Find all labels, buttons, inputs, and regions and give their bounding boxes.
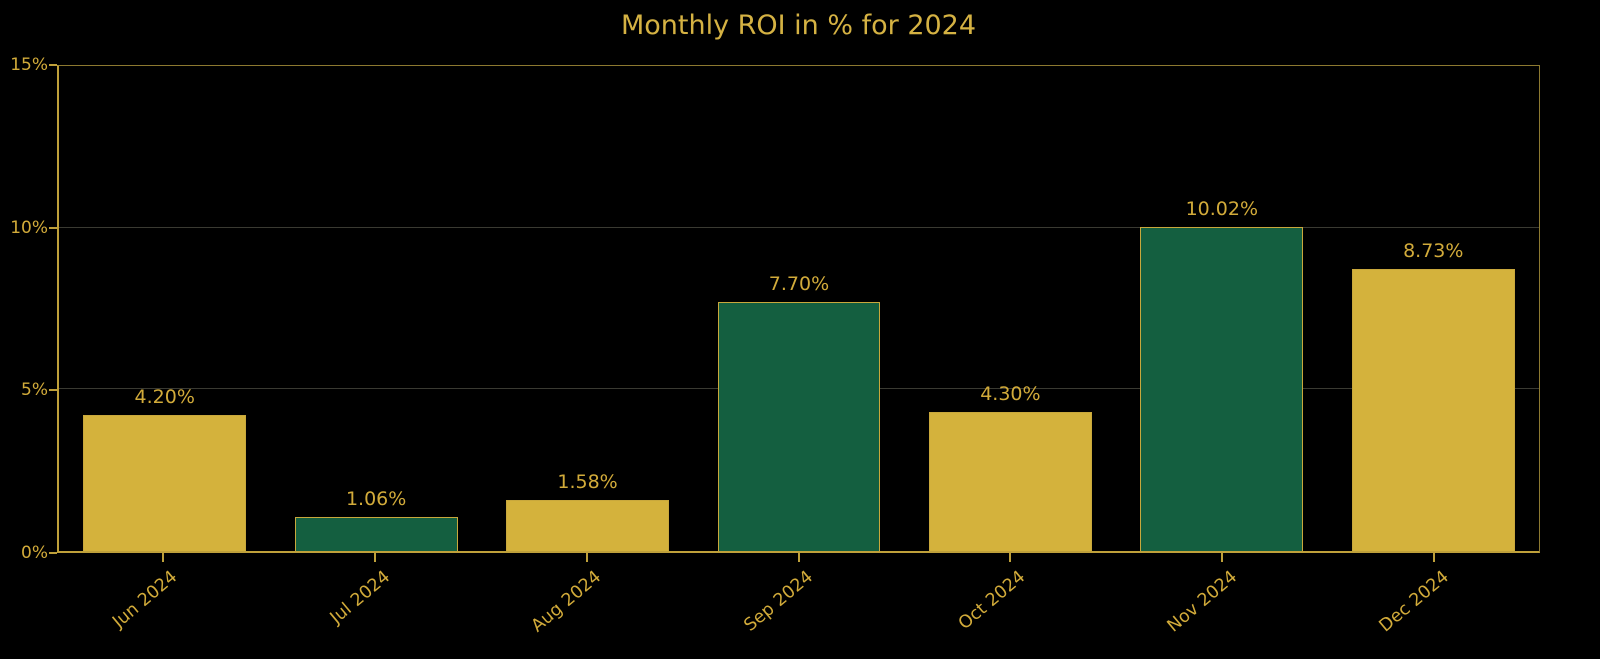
bar-slot: 4.30%: [905, 66, 1116, 551]
y-tick-label: 5%: [21, 380, 48, 401]
bar-slot: 4.20%: [59, 66, 270, 551]
bar-value-label: 1.58%: [557, 470, 618, 493]
plot-area: 4.20% 1.06% 1.58% 7.70% 4.30% 10.02% 8.73%: [57, 65, 1540, 553]
bar-slot: 1.06%: [270, 66, 481, 551]
bar: [83, 415, 247, 551]
bar-slot: 7.70%: [693, 66, 904, 551]
bar: [929, 411, 1092, 551]
bar-slot: 10.02%: [1116, 66, 1327, 551]
bar-value-label: 7.70%: [768, 273, 830, 296]
bar: [506, 499, 669, 551]
x-tick-label: Aug 2024: [528, 567, 606, 637]
y-axis-tick: [49, 552, 57, 554]
x-tick-label: Jun 2024: [109, 567, 182, 633]
x-axis-tick: [1009, 553, 1012, 562]
x-axis-tick: [1221, 553, 1224, 562]
bars-row: 4.20% 1.06% 1.58% 7.70% 4.30% 10.02% 8.73%: [59, 66, 1539, 551]
bar: [294, 516, 458, 551]
y-axis-tick: [49, 226, 57, 229]
x-tick-label: Dec 2024: [1375, 567, 1453, 637]
bar-value-label: 10.02%: [1185, 198, 1259, 221]
y-tick-label: 10%: [10, 217, 48, 238]
bar: [717, 302, 881, 551]
x-axis-tick: [373, 553, 376, 562]
bar-value-label: 4.30%: [980, 382, 1041, 405]
bar-value-label: 8.73%: [1403, 239, 1464, 262]
x-axis-tick: [1433, 553, 1436, 562]
chart-title: Monthly ROI in % for 2024: [620, 10, 977, 41]
bar-slot: 1.58%: [482, 66, 693, 551]
bar-slot: 8.73%: [1328, 66, 1539, 551]
y-tick-label: 15%: [10, 55, 48, 75]
x-axis-labels: Jun 2024 Jul 2024 Aug 2024 Sep 2024 Oct 2024…: [57, 553, 1540, 659]
bar-value-label: 4.20%: [134, 386, 195, 409]
bar: [1140, 227, 1304, 551]
x-axis-tick: [797, 553, 800, 562]
x-axis-tick: [585, 553, 588, 562]
y-tick-label: 0%: [21, 543, 48, 563]
bar: [1351, 268, 1515, 551]
x-tick-label: Sep 2024: [740, 567, 818, 636]
y-axis-tick: [49, 64, 57, 66]
x-tick-label: Oct 2024: [954, 567, 1030, 634]
bar-value-label: 1.06%: [345, 487, 407, 510]
x-tick-label: Jul 2024: [326, 567, 394, 629]
y-axis-tick: [49, 389, 57, 392]
gridline: [59, 226, 1539, 228]
x-tick-label: Nov 2024: [1163, 567, 1242, 637]
x-axis-tick: [161, 553, 164, 562]
